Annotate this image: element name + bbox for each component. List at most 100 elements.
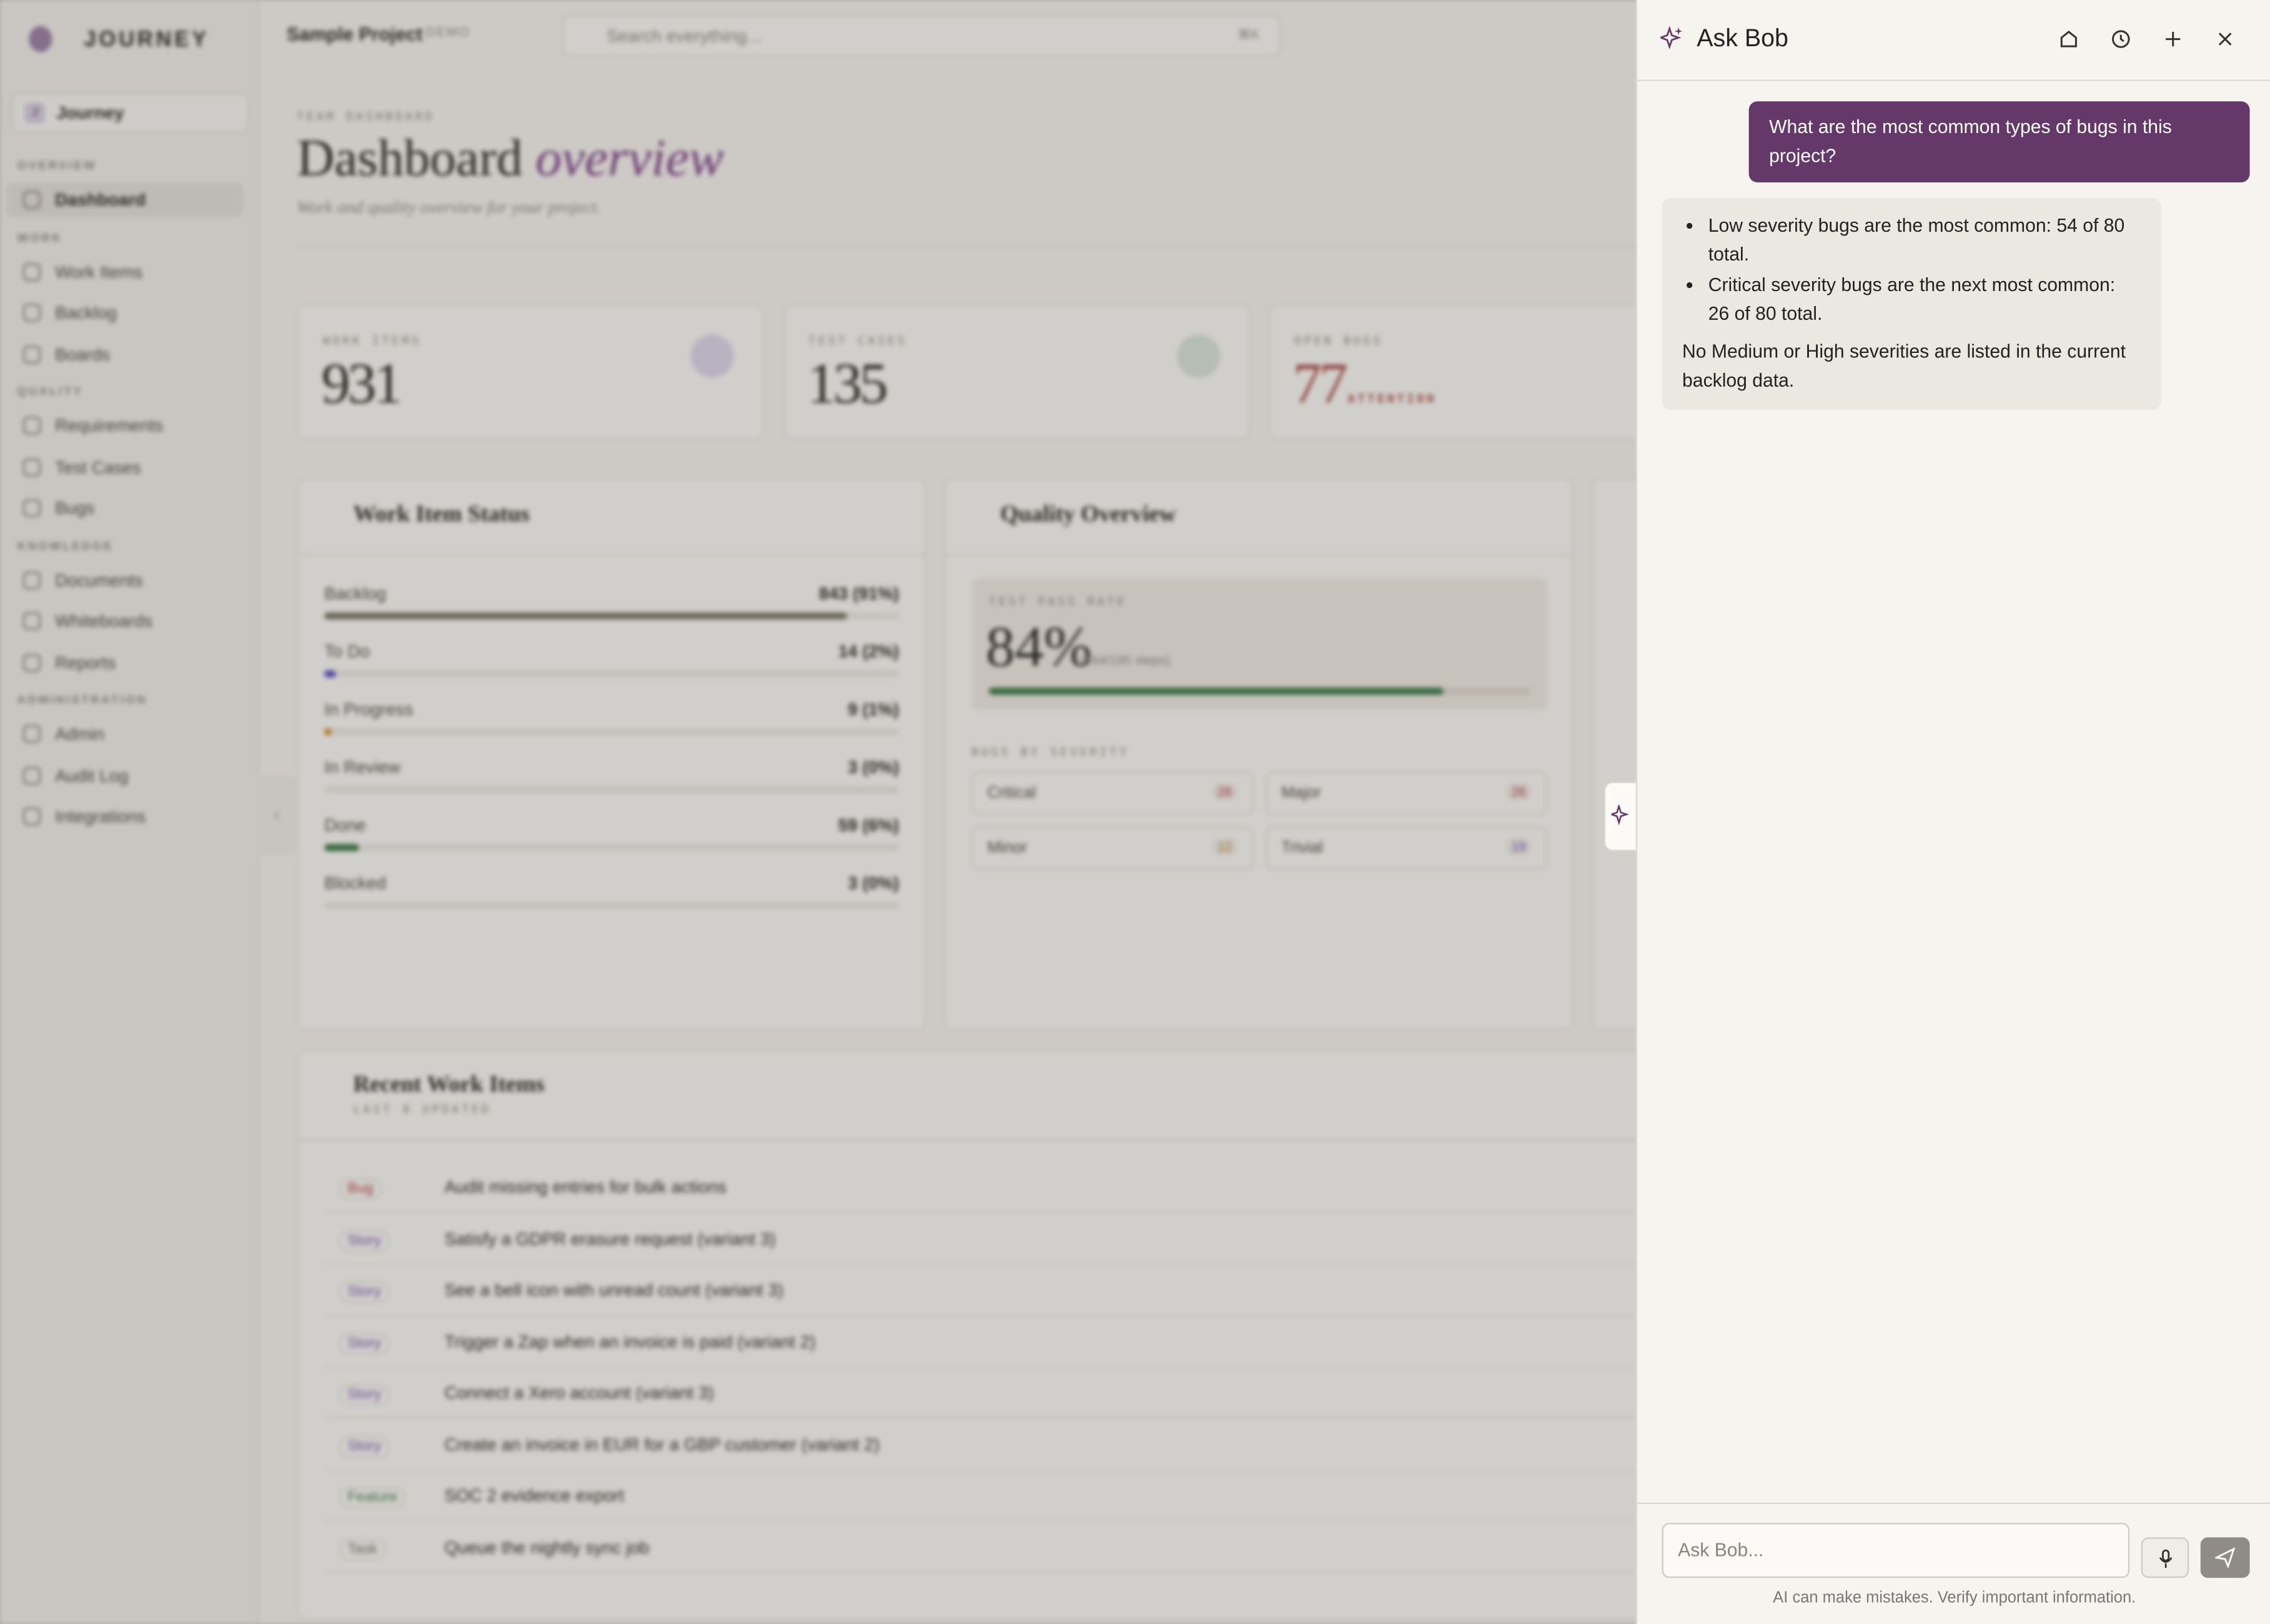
item-title[interactable]: SOC 2 evidence export	[444, 1485, 625, 1506]
recent-card: Recent Work Items LAST 8 UPDATED Bug Audi…	[297, 1049, 1893, 1620]
nav-item[interactable]: Requirements	[6, 408, 243, 443]
nav-item[interactable]: Documents	[6, 562, 243, 597]
eyebrow: TEAM DASHBOARD	[297, 110, 435, 123]
subtitle: Work and quality overview for your proje…	[297, 197, 601, 217]
status-track	[324, 728, 900, 736]
nav-item[interactable]: Admin	[6, 716, 243, 751]
nav-item[interactable]: Whiteboards	[6, 603, 243, 638]
severity-label: Minor	[987, 839, 1028, 858]
nav-item[interactable]: Work Items	[6, 254, 243, 289]
status-label: To Do	[324, 641, 370, 662]
nav-icon	[23, 458, 41, 476]
status-value: 3 (0%)	[848, 757, 900, 778]
type-badge: Bug	[339, 1178, 382, 1201]
new-chat-button[interactable]	[2161, 27, 2184, 51]
history-button[interactable]	[2109, 27, 2133, 51]
chat-title: Ask Bob	[1697, 24, 1788, 52]
status-label: Backlog	[324, 583, 387, 604]
type-badge: Story	[339, 1384, 390, 1406]
status-track	[324, 612, 900, 620]
nav-label: Admin	[55, 723, 104, 745]
divider	[945, 554, 1572, 556]
nav-label: Documents	[55, 569, 143, 590]
nav-label: Reports	[55, 652, 116, 673]
nav-icon	[23, 766, 41, 784]
item-title[interactable]: Satisfy a GDPR erasure request (variant …	[444, 1228, 776, 1249]
pass-rate-box: TEST PASS RATE 84% (164/195 steps)	[971, 577, 1548, 711]
item-title[interactable]: See a bell icon with unread count (varia…	[444, 1279, 784, 1300]
collapse-handle[interactable]: ‹	[257, 774, 295, 856]
severity-chip: Critical 26	[971, 771, 1254, 815]
project-badge: DEMO	[425, 24, 471, 39]
nav-icon	[23, 612, 41, 630]
bob-tab[interactable]	[1603, 781, 1638, 851]
mic-button[interactable]	[2141, 1537, 2189, 1578]
reply-text: No Medium or High severities are listed …	[1682, 340, 2126, 391]
item-title[interactable]: Trigger a Zap when an invoice is paid (v…	[444, 1331, 816, 1352]
status-bar	[324, 844, 359, 851]
title: Dashboard	[297, 129, 523, 187]
chat-input[interactable]: Ask Bob...	[1662, 1523, 2130, 1578]
nav-item[interactable]: Boards	[6, 337, 243, 372]
workspace-initial: J	[24, 102, 45, 123]
pass-track	[988, 687, 1530, 695]
send-icon	[2214, 1547, 2236, 1568]
pass-rate: 84%	[986, 613, 1093, 679]
status-track	[324, 670, 900, 678]
project-name[interactable]: Sample Project	[286, 23, 423, 45]
severity-count: 12	[1211, 838, 1238, 856]
search-box[interactable]: Search everything... ⌘K	[562, 14, 1282, 57]
nav-icon	[23, 191, 41, 209]
item-title[interactable]: Queue the nightly sync job	[444, 1537, 650, 1557]
nav-icon	[23, 262, 41, 280]
type-badge: Story	[339, 1229, 390, 1252]
status-label: In Review	[324, 757, 401, 778]
nav-item[interactable]: Reports	[6, 645, 243, 680]
nav-item[interactable]: Test Cases	[6, 450, 243, 485]
work-status-card: Work Item Status Backlog 843 (91%) To Do 14…	[297, 477, 927, 1031]
home-button[interactable]	[2057, 27, 2080, 51]
overlay[interactable]	[0, 0, 1636, 1624]
nav-item[interactable]: Integrations	[6, 799, 243, 834]
quality-card: Quality Overview TEST PASS RATE 84% (164…	[944, 477, 1574, 1031]
reply-bullet: Low severity bugs are the most common: 5…	[1708, 211, 2141, 269]
nav-item[interactable]: Dashboard	[6, 182, 244, 217]
workspace-select[interactable]: J Journey	[11, 92, 249, 134]
nav-icon	[23, 345, 41, 363]
status-track	[324, 901, 900, 909]
pass-detail: (164/195 steps)	[1079, 653, 1171, 668]
nav-icon	[23, 725, 41, 743]
send-button[interactable]	[2200, 1537, 2250, 1578]
nav-item[interactable]: Audit Log	[6, 758, 243, 793]
status-value: 14 (2%)	[838, 641, 900, 662]
sparkle-icon	[1611, 805, 1629, 826]
mic-icon	[2159, 1549, 2173, 1568]
status-label: Blocked	[324, 873, 387, 893]
status-value: 9 (1%)	[848, 699, 900, 720]
item-title[interactable]: Create an invoice in EUR for a GBP custo…	[444, 1433, 880, 1455]
divider	[1637, 79, 2270, 81]
status-value: 3 (0%)	[848, 873, 900, 893]
type-badge: Feature	[339, 1487, 407, 1508]
severity-chip: Minor 12	[971, 826, 1254, 870]
nav-label: Boards	[55, 344, 111, 364]
nav-item[interactable]: Backlog	[6, 295, 243, 330]
severity-chip: Major 26	[1265, 771, 1548, 815]
pass-label: TEST PASS RATE	[988, 595, 1128, 608]
status-value: 59 (6%)	[838, 814, 900, 836]
row-divider	[324, 1314, 1888, 1316]
status-track	[324, 844, 900, 851]
row-divider	[324, 1263, 1888, 1265]
nav-item[interactable]: Bugs	[6, 491, 243, 526]
nav-section-title: WORK	[17, 230, 63, 244]
input-placeholder: Ask Bob...	[1678, 1538, 1764, 1561]
item-title[interactable]: Audit missing entries for bulk actions	[444, 1177, 726, 1197]
nav-label: Integrations	[55, 806, 146, 827]
nav-section-title: QUALITY	[17, 385, 84, 399]
item-title[interactable]: Connect a Xero account (variant 3)	[444, 1382, 714, 1403]
stat-card: WORK ITEMS 931	[297, 304, 765, 440]
close-button[interactable]	[2214, 27, 2237, 51]
sidebar: JOURNEY J Journey OVERVIEW Dashboard WORK W…	[0, 0, 295, 1624]
search-shortcut: ⌘K	[1237, 27, 1260, 42]
